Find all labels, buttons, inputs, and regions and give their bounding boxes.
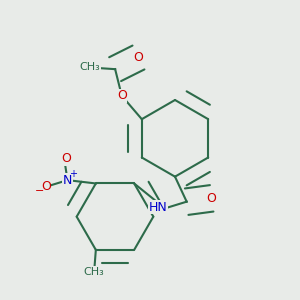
Text: O: O	[134, 51, 143, 64]
Text: CH₃: CH₃	[80, 62, 101, 73]
Text: O: O	[41, 180, 51, 193]
Text: CH₃: CH₃	[84, 266, 104, 277]
Text: O: O	[117, 89, 127, 102]
Text: O: O	[61, 152, 71, 165]
Text: O: O	[207, 192, 217, 205]
Text: −: −	[35, 186, 44, 196]
Text: HN: HN	[148, 201, 167, 214]
Text: N: N	[63, 174, 72, 187]
Text: +: +	[70, 169, 77, 179]
